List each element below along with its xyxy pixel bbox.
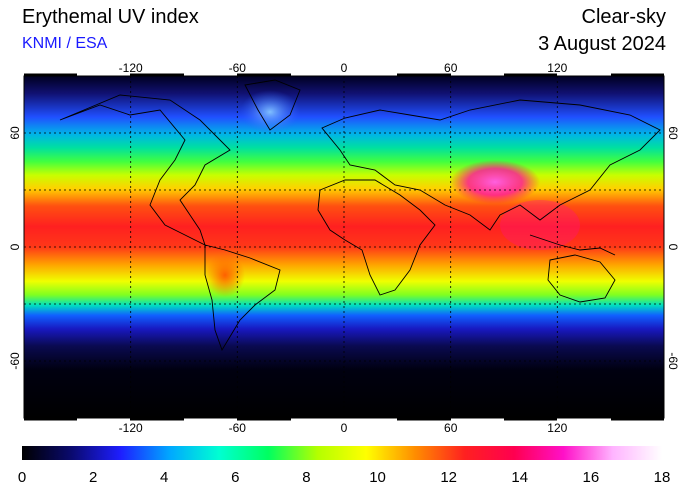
graticule <box>24 76 664 418</box>
lon-tick-bottom-3: 0 <box>341 421 348 435</box>
map-title: Erythemal UV index <box>22 6 199 28</box>
colorbar-label-16: 16 <box>583 469 600 486</box>
lon-tick-top-4: 60 <box>444 61 458 75</box>
colorbar-label-14: 14 <box>511 469 528 486</box>
colorbar-label-2: 2 <box>89 469 97 486</box>
lat-tick-left-1: 60 <box>8 126 22 140</box>
frame-ticks <box>24 73 664 421</box>
lon-tick-bottom-1: -120 <box>119 421 143 435</box>
lat-tick-right-3: -60 <box>666 352 680 370</box>
colorbar-labels: 0 2 4 6 8 10 12 14 16 18 <box>18 469 671 486</box>
lon-tick-top-3: 0 <box>341 61 348 75</box>
coastlines <box>59 79 661 352</box>
colorbar-label-12: 12 <box>440 469 457 486</box>
lat-tick-right-1: 60 <box>666 126 680 140</box>
lon-tick-top-2: -60 <box>229 61 247 75</box>
colorbar-label-8: 8 <box>302 469 310 486</box>
lat-tick-left-2: 0 <box>8 243 22 250</box>
colorbar-label-4: 4 <box>160 469 168 486</box>
lon-tick-bottom-5: 120 <box>547 421 567 435</box>
lon-tick-bottom-4: 60 <box>444 421 458 435</box>
lon-tick-top-5: 120 <box>547 61 567 75</box>
lat-tick-right-2: 0 <box>666 244 680 251</box>
colorbar-label-18: 18 <box>654 469 671 486</box>
map-subtitle: KNMI / ESA <box>22 35 108 52</box>
date-label: 3 August 2024 <box>538 33 666 55</box>
lat-tick-left-3: -60 <box>8 352 22 370</box>
lon-tick-bottom-2: -60 <box>229 421 247 435</box>
colorbar-label-10: 10 <box>369 469 386 486</box>
sky-condition-label: Clear-sky <box>581 6 666 28</box>
lon-tick-top-1: -120 <box>119 61 143 75</box>
colorbar <box>22 446 662 460</box>
colorbar-label-6: 6 <box>231 469 239 486</box>
colorbar-label-0: 0 <box>18 469 26 486</box>
map-frame <box>23 75 665 419</box>
